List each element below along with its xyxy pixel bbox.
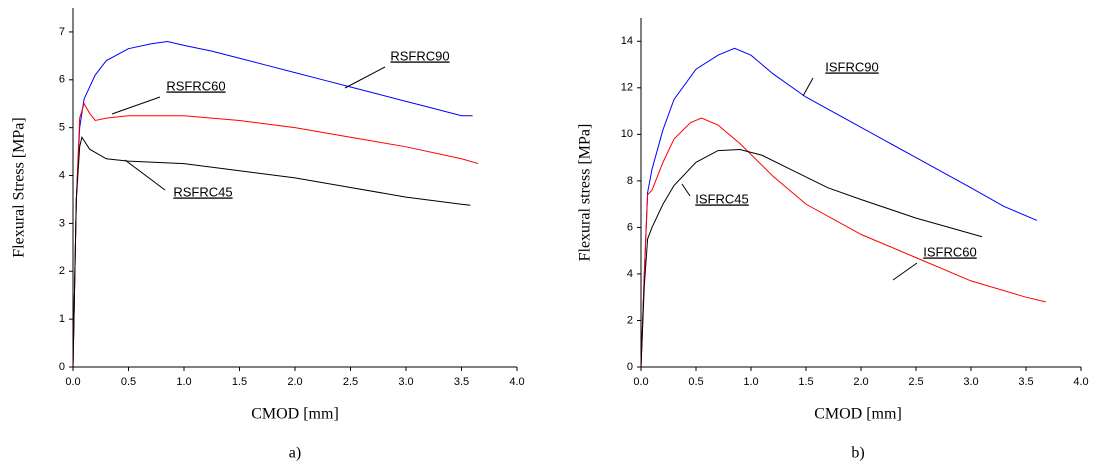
y-axis-label: Flexural stress [MPa] <box>577 124 594 262</box>
y-tick-label: 3 <box>59 217 65 229</box>
series-line <box>640 117 1046 368</box>
x-tick-label: 0.5 <box>121 376 136 388</box>
leader-line <box>892 262 918 281</box>
y-tick-label: 4 <box>627 268 633 280</box>
x-tick-label: 2.5 <box>908 376 923 388</box>
x-tick-label: 3.5 <box>1018 376 1033 388</box>
series-label: ISFRC90 <box>825 59 878 74</box>
y-tick-label: 10 <box>621 128 633 140</box>
y-tick-label: 7 <box>59 26 65 38</box>
series-line <box>72 40 473 368</box>
y-tick-label: 5 <box>59 122 65 134</box>
y-tick-label: 0 <box>627 361 633 373</box>
series-line <box>72 135 471 368</box>
x-axis-label: CMOD [mm] <box>251 406 339 423</box>
x-tick-label: 0.0 <box>65 376 80 388</box>
x-tick-label: 3.0 <box>963 376 978 388</box>
series-line <box>640 47 1038 368</box>
x-tick-label: 4.0 <box>509 376 524 388</box>
y-tick-label: 1 <box>59 313 65 325</box>
x-tick-label: 1.0 <box>743 376 758 388</box>
series-line <box>640 148 983 368</box>
x-tick-label: 4.0 <box>1073 376 1088 388</box>
y-tick-label: 6 <box>627 221 633 233</box>
y-tick-label: 8 <box>627 175 633 187</box>
leader-line <box>124 159 166 191</box>
y-axis-label: Flexural Stress [MPa] <box>11 117 28 257</box>
y-tick-label: 2 <box>59 265 65 277</box>
x-tick-label: 2.0 <box>853 376 868 388</box>
series-label: RSFRC90 <box>390 48 449 63</box>
x-tick-label: 3.5 <box>454 376 469 388</box>
series-label: RSFRC60 <box>166 78 225 93</box>
y-tick-label: 0 <box>59 361 65 373</box>
y-tick-label: 4 <box>59 169 65 181</box>
y-tick-label: 14 <box>621 35 633 47</box>
series-line <box>72 102 479 368</box>
caption: b) <box>851 445 864 462</box>
x-tick-label: 0.0 <box>633 376 648 388</box>
x-tick-label: 1.5 <box>232 376 247 388</box>
y-tick-label: 12 <box>621 82 633 94</box>
x-tick-label: 3.0 <box>398 376 413 388</box>
x-tick-label: 1.5 <box>798 376 813 388</box>
leader-line <box>802 77 814 97</box>
x-tick-label: 0.5 <box>688 376 703 388</box>
series-label: ISFRC60 <box>923 244 976 259</box>
leader-line <box>344 66 386 89</box>
leader-line <box>681 183 691 197</box>
series-label: ISFRC45 <box>695 191 748 206</box>
x-tick-label: 2.0 <box>287 376 302 388</box>
y-tick-label: 2 <box>627 314 633 326</box>
caption: a) <box>289 445 301 462</box>
x-tick-label: 1.0 <box>176 376 191 388</box>
series-label: RSFRC45 <box>173 184 232 199</box>
y-tick-label: 6 <box>59 74 65 86</box>
leader-line <box>111 96 161 115</box>
x-axis-label: CMOD [mm] <box>814 406 902 423</box>
x-tick-label: 2.5 <box>343 376 358 388</box>
